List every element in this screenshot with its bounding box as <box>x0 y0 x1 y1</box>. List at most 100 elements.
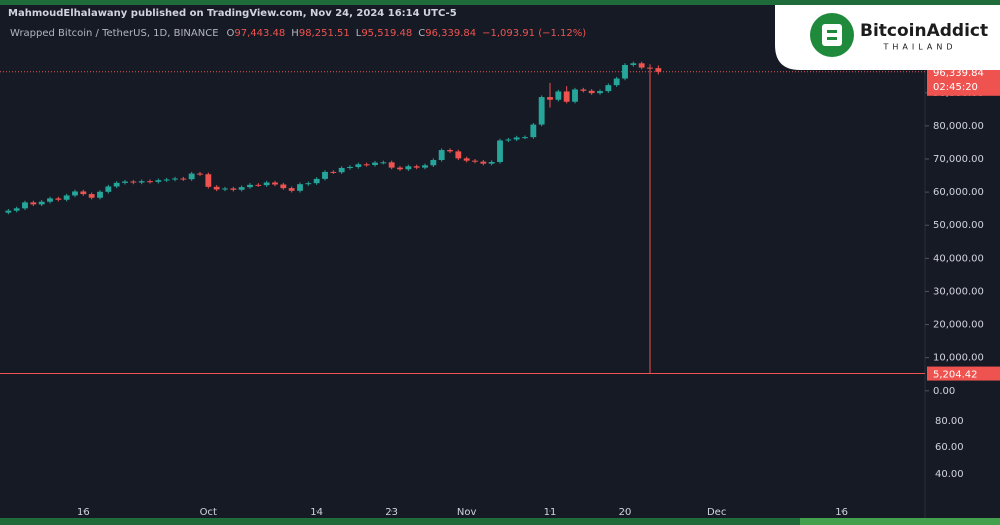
low-label-box <box>927 366 1000 381</box>
logo-name: BitcoinAddict <box>860 21 988 41</box>
candle-body <box>30 202 37 205</box>
candle-body <box>655 68 662 72</box>
candle-body <box>255 184 262 186</box>
change: −1,093.91 (−1.12%) <box>482 28 586 39</box>
y-tick-label: 40,000.00 <box>933 253 984 264</box>
ohlc-key: H <box>291 28 299 39</box>
publisher: MahmoudElhalawany published on TradingVi… <box>8 8 457 19</box>
candle-body <box>488 161 495 164</box>
candle-body <box>347 166 353 168</box>
candle-body <box>580 89 587 91</box>
candle-body <box>63 195 70 200</box>
candle-body <box>647 67 653 69</box>
candle-body <box>397 167 403 170</box>
countdown: 02:45:20 <box>933 82 978 93</box>
candle-body <box>222 188 228 190</box>
candle-body <box>205 174 212 187</box>
candle-body <box>363 164 370 166</box>
x-tick-label: Oct <box>200 507 217 518</box>
logo-icon-line <box>827 30 837 33</box>
candle-body <box>330 171 337 173</box>
candle-body <box>455 151 462 159</box>
candle-body <box>630 63 637 65</box>
ohlc-value: 98,251.51 <box>299 28 350 39</box>
x-tick-label: 16 <box>835 507 848 518</box>
candle-body <box>622 64 628 79</box>
candle-body <box>447 150 453 152</box>
candle-body <box>172 178 178 180</box>
candle-body <box>80 191 87 195</box>
candle-body <box>338 167 345 173</box>
candle-body <box>47 198 53 202</box>
candle-body <box>22 202 28 209</box>
y-tick-label: 30,000.00 <box>933 286 984 297</box>
low-label: 5,204.42 <box>933 370 978 381</box>
candle-body <box>613 78 620 86</box>
candle-body <box>430 160 437 166</box>
candle-body <box>513 137 520 140</box>
candle-body <box>522 137 528 139</box>
candle-body <box>422 165 428 168</box>
candle-body <box>355 164 362 167</box>
x-tick-label: 23 <box>385 507 398 518</box>
candle-body <box>413 166 420 168</box>
candle-body <box>113 182 120 187</box>
y-tick-label: 0.00 <box>933 386 955 397</box>
logo-icon-line <box>827 37 837 40</box>
symbol-name: Wrapped Bitcoin / TetherUS, 1D, BINANCE <box>10 28 219 39</box>
y-tick-label: 10,000.00 <box>933 353 984 364</box>
ohlc-key: O <box>227 28 235 39</box>
symbol-line: Wrapped Bitcoin / TetherUS, 1D, BINANCE O… <box>10 28 586 39</box>
logo-sub: THAILAND <box>883 43 957 52</box>
candle-body <box>322 171 328 179</box>
candle-body <box>388 162 395 168</box>
candle-body <box>530 124 537 138</box>
candle-body <box>130 181 137 183</box>
bottom-bar <box>0 518 800 525</box>
candle-body <box>72 191 78 196</box>
candle-body <box>555 91 562 100</box>
y-tick-label: 80.00 <box>935 416 964 427</box>
y-tick-label: 60.00 <box>935 442 964 453</box>
candle-body <box>238 187 245 190</box>
x-tick-label: Dec <box>707 507 726 518</box>
candle-body <box>263 182 270 186</box>
ohlc-value: 97,443.48 <box>234 28 285 39</box>
candle-body <box>38 201 45 205</box>
candle-body <box>380 162 387 164</box>
x-tick-label: Nov <box>457 507 477 518</box>
candle-body <box>188 173 195 180</box>
candle-body <box>405 166 412 170</box>
x-tick-label: 20 <box>619 507 632 518</box>
candle-body <box>280 184 287 189</box>
bottom-bar-accent <box>800 518 1000 525</box>
candle-body <box>122 181 128 183</box>
candle-body <box>638 63 645 68</box>
candle-body <box>163 179 170 181</box>
candle-body <box>213 186 220 190</box>
candle-body <box>538 97 545 125</box>
candle-body <box>563 91 570 102</box>
candle-body <box>438 150 445 160</box>
candle-body <box>480 161 487 164</box>
candle-body <box>288 188 295 191</box>
ohlc-key: L <box>356 28 362 39</box>
top-bar <box>0 0 1000 5</box>
candle-body <box>313 178 320 184</box>
ohlc-value: 95,519.48 <box>361 28 412 39</box>
x-tick-label: 11 <box>544 507 557 518</box>
candle-body <box>13 208 20 211</box>
x-tick-label: 14 <box>310 507 323 518</box>
y-tick-label: 70,000.00 <box>933 154 984 165</box>
candle-body <box>463 158 470 161</box>
candle-body <box>247 184 253 188</box>
candle-body <box>272 182 278 185</box>
y-tick-label: 80,000.00 <box>933 121 984 132</box>
candle-body <box>155 180 162 182</box>
y-tick-label: 20,000.00 <box>933 320 984 331</box>
ohlc-key: C <box>418 28 425 39</box>
candle-body <box>547 97 553 100</box>
